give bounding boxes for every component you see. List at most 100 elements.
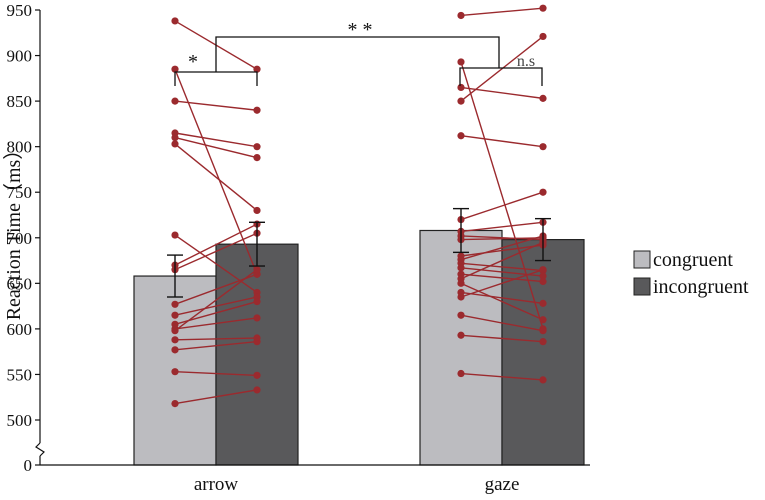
participant-line-arrow [174,389,258,405]
y-tick-label: 850 [7,92,33,111]
participant-point-gaze-congruent [457,132,465,140]
participant-point-arrow-incongruent [253,106,261,114]
participant-line-gaze [460,135,544,148]
participant-point-gaze-incongruent [539,188,547,196]
participant-point-arrow-congruent [171,133,179,142]
participant-line-gaze [460,372,544,381]
y-tick-label: 0 [24,456,33,475]
participant-point-arrow-incongruent [253,371,261,379]
participant-line-gaze [460,282,544,321]
participant-point-arrow-congruent [171,336,179,344]
y-tick-label: 700 [7,229,33,248]
participant-line-gaze [460,334,544,343]
participant-line-arrow [174,269,258,332]
participant-point-gaze-incongruent [539,272,547,280]
participant-point-gaze-incongruent [539,327,547,335]
y-axis-label: Reaction Time（ms） [2,140,25,321]
participant-point-arrow-incongruent [253,154,261,162]
participant-point-arrow-incongruent [253,206,261,215]
participant-line-gaze [460,86,544,100]
participant-point-arrow-congruent [171,65,179,73]
participant-point-gaze-incongruent [539,4,547,12]
participant-point-arrow-congruent [171,400,179,408]
category-label-arrow: arrow [194,474,239,495]
participant-point-arrow-incongruent [253,386,261,394]
participant-point-gaze-incongruent [539,338,547,346]
participant-line-gaze [460,191,544,221]
participant-line-gaze [460,35,544,102]
participant-point-gaze-incongruent [539,376,547,384]
participant-line-gaze [460,269,544,298]
participant-point-gaze-congruent [457,97,465,105]
participant-point-gaze-incongruent [539,32,547,41]
legend: congruent incongruent [633,249,749,298]
participant-line-gaze [460,235,544,261]
participant-line-gaze [460,7,544,17]
participant-point-arrow-congruent [171,346,179,354]
participant-line-arrow [174,143,258,211]
category-label-gaze: gaze [485,474,520,495]
y-tick-label: 650 [7,274,33,293]
participant-point-arrow-congruent [171,300,179,308]
participant-line-gaze [460,221,544,233]
y-tick-label: 800 [7,138,33,157]
participant-point-gaze-congruent [457,311,465,319]
sig-bracket-arrow [174,71,258,86]
participant-point-gaze-incongruent [539,266,547,274]
sig-bracket-gaze [459,67,543,86]
participant-line-gaze [460,235,544,241]
legend-swatch-incongruent [633,277,651,296]
legend-label-congruent: congruent [653,249,733,271]
participant-point-gaze-congruent [457,369,465,378]
participant-point-gaze-congruent [457,331,465,339]
y-tick-label: 950 [7,1,33,20]
participant-point-gaze-congruent [457,264,465,272]
y-axis: 0 500 550 600 650 700 750 800 850 900 950 [7,1,590,475]
participant-point-arrow-congruent [171,311,179,319]
participant-line-gaze [460,61,544,330]
participant-point-gaze-congruent [457,279,465,287]
participant-line-arrow [174,371,258,377]
participant-line-arrow [174,223,258,266]
participant-line-gaze [460,262,544,272]
participant-line-gaze [460,273,544,283]
participant-line-arrow [174,234,258,294]
participant-point-gaze-incongruent [539,299,547,307]
y-tick-label: 750 [7,183,33,202]
participant-line-arrow [174,100,258,111]
bar-arrow-incongruent [215,243,299,466]
participant-point-gaze-incongruent [539,277,547,286]
participant-point-gaze-incongruent [539,143,547,151]
participant-point-arrow-incongruent [253,266,261,274]
participant-point-arrow-incongruent [253,143,261,151]
participant-point-arrow-congruent [171,368,179,376]
participant-point-arrow-incongruent [253,65,261,73]
participant-line-gaze [460,241,544,280]
participant-point-gaze-congruent [457,11,465,20]
participant-point-arrow-incongruent [253,338,261,346]
axis-break [35,442,45,457]
error-bars-layer [167,207,551,298]
participant-point-gaze-congruent [457,83,465,92]
significance-layer [174,36,543,86]
participant-point-arrow-congruent [171,140,179,148]
participant-point-gaze-incongruent [539,94,547,102]
legend-label-incongruent: incongruent [653,276,749,298]
participant-line-arrow [174,132,258,148]
sig-label-gaze: n.s [517,53,535,70]
participant-lines-layer [171,4,547,408]
y-tick-label: 550 [7,365,33,384]
participant-line-gaze [460,291,544,305]
participant-point-arrow-congruent [171,97,179,105]
participant-line-arrow [174,337,258,341]
y-tick-label: 600 [7,320,33,339]
participant-line-arrow [174,296,258,316]
participant-point-arrow-incongruent [253,297,261,306]
sig-label-arrow: * [188,51,198,73]
participant-line-gaze [460,237,544,241]
y-tick-label: 900 [7,47,33,66]
y-tick-label: 500 [7,411,33,430]
participant-point-gaze-incongruent [539,316,547,324]
participant-line-gaze [460,314,544,332]
